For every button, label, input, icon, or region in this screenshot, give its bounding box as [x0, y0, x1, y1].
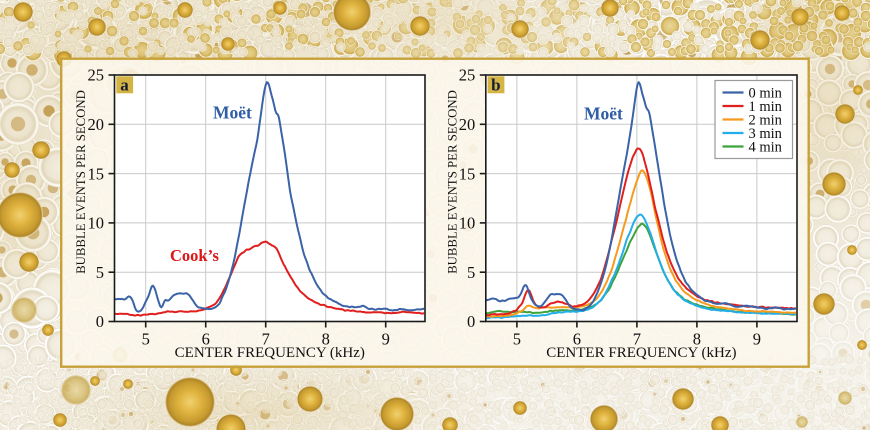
svg-text:0: 0 [96, 312, 104, 331]
svg-text:15: 15 [459, 164, 476, 183]
svg-text:BUBBLE EVENTS PER SECOND: BUBBLE EVENTS PER SECOND [74, 90, 88, 274]
svg-text:20: 20 [459, 115, 476, 134]
svg-text:9: 9 [382, 330, 390, 349]
svg-text:2 min: 2 min [749, 113, 783, 129]
svg-text:CENTER FREQUENCY (kHz): CENTER FREQUENCY (kHz) [546, 345, 736, 361]
svg-text:20: 20 [88, 115, 105, 134]
svg-text:10: 10 [459, 214, 476, 233]
svg-text:Moët: Moët [584, 104, 623, 124]
svg-text:b: b [491, 76, 500, 95]
svg-text:7: 7 [262, 330, 270, 349]
svg-text:3 min: 3 min [749, 126, 783, 142]
svg-text:0: 0 [467, 312, 475, 331]
svg-text:25: 25 [88, 66, 105, 85]
svg-text:5: 5 [467, 263, 475, 282]
svg-text:a: a [120, 76, 129, 95]
svg-text:Moët: Moët [213, 103, 252, 123]
svg-text:5: 5 [142, 330, 150, 349]
svg-text:5: 5 [96, 263, 104, 282]
svg-text:8: 8 [693, 330, 701, 349]
svg-text:8: 8 [322, 330, 330, 349]
svg-text:15: 15 [88, 164, 105, 183]
svg-text:1 min: 1 min [749, 99, 783, 115]
svg-text:6: 6 [573, 330, 581, 349]
svg-text:25: 25 [459, 66, 476, 85]
svg-text:10: 10 [88, 214, 105, 233]
svg-text:0 min: 0 min [749, 86, 783, 102]
svg-text:7: 7 [633, 330, 641, 349]
svg-text:Cook’s: Cook’s [170, 246, 219, 265]
svg-text:6: 6 [202, 330, 210, 349]
svg-text:9: 9 [753, 330, 761, 349]
svg-text:4 min: 4 min [749, 140, 783, 156]
svg-text:CENTER FREQUENCY (kHz): CENTER FREQUENCY (kHz) [175, 345, 365, 361]
svg-text:5: 5 [513, 330, 521, 349]
svg-text:BUBBLE EVENTS PER SECOND: BUBBLE EVENTS PER SECOND [445, 90, 459, 274]
